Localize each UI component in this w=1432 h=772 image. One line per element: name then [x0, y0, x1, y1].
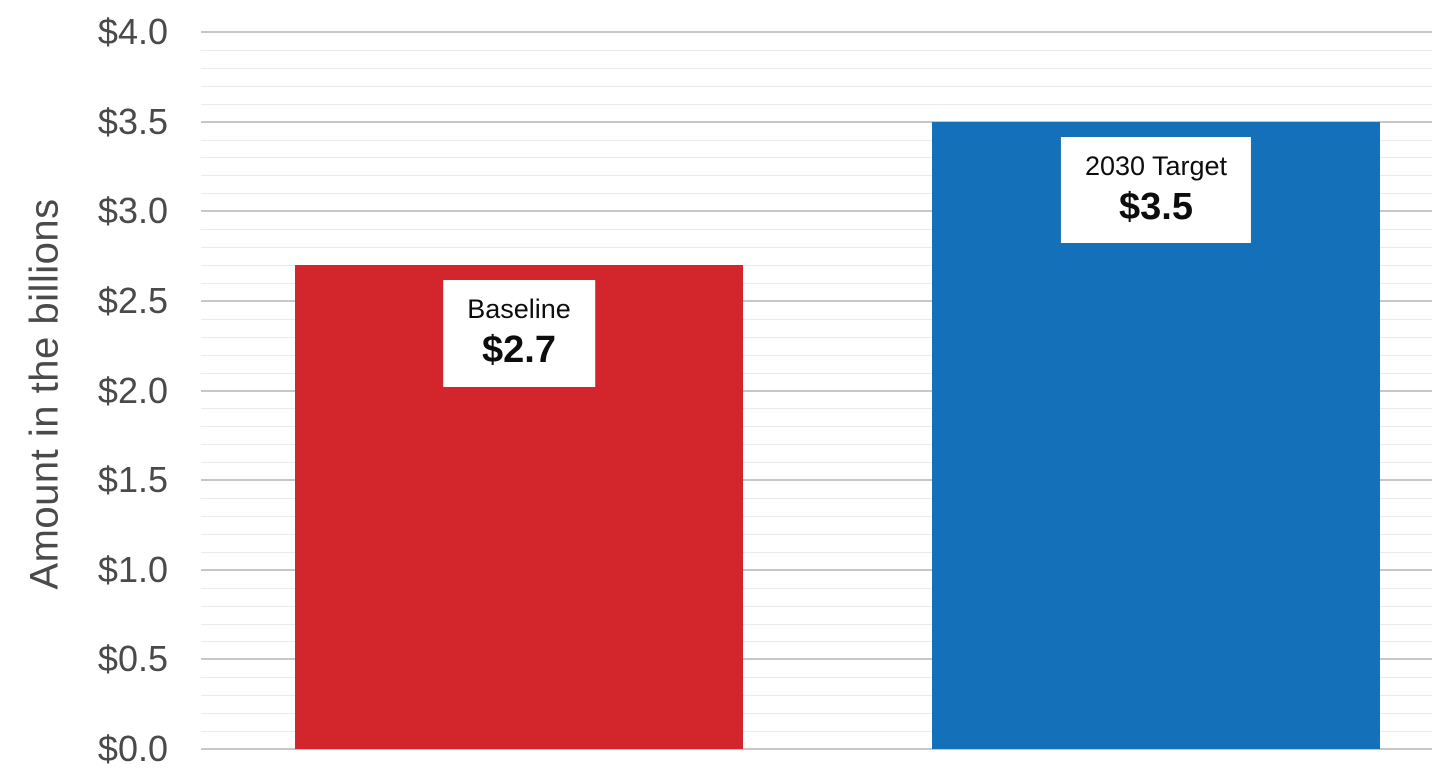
minor-gridline	[201, 408, 1432, 410]
bar-value-label: $3.5	[1119, 185, 1193, 228]
minor-gridline	[201, 605, 1432, 607]
minor-gridline	[201, 336, 1432, 338]
minor-gridline	[201, 103, 1432, 105]
minor-gridline	[201, 426, 1432, 428]
y-tick-label: $2.5	[97, 279, 168, 321]
bar-label-box-2030-target: 2030 Target $3.5	[1060, 136, 1252, 244]
minor-gridline	[201, 49, 1432, 51]
minor-gridline	[201, 515, 1432, 517]
bar-baseline: Baseline $2.7	[295, 265, 743, 749]
y-tick-label: $3.0	[97, 190, 168, 232]
major-gridline	[201, 389, 1432, 392]
bar-category-label: Baseline	[467, 294, 571, 325]
minor-gridline	[201, 354, 1432, 356]
minor-gridline	[201, 623, 1432, 625]
major-gridline	[201, 748, 1432, 750]
minor-gridline	[201, 695, 1432, 697]
minor-gridline	[201, 731, 1432, 733]
major-gridline	[201, 210, 1432, 213]
y-tick-label: $0.5	[97, 638, 168, 680]
y-tick-label: $0.0	[97, 728, 168, 769]
bar-label-box-baseline: Baseline $2.7	[443, 280, 595, 387]
minor-gridline	[201, 677, 1432, 679]
minor-gridline	[201, 175, 1432, 177]
major-gridline	[201, 120, 1432, 123]
minor-gridline	[201, 85, 1432, 87]
minor-gridline	[201, 318, 1432, 320]
minor-gridline	[201, 372, 1432, 374]
major-gridline	[201, 479, 1432, 482]
minor-gridline	[201, 229, 1432, 231]
minor-gridline	[201, 193, 1432, 195]
minor-gridline	[201, 462, 1432, 464]
minor-gridline	[201, 157, 1432, 159]
minor-gridline	[201, 533, 1432, 535]
y-tick-label: $2.0	[97, 369, 168, 411]
bar-2030-target: 2030 Target $3.5	[932, 121, 1380, 749]
major-gridline	[201, 658, 1432, 661]
y-tick-label: $4.0	[97, 11, 168, 52]
minor-gridline	[201, 498, 1432, 500]
major-gridline	[201, 568, 1432, 571]
y-tick-label: $3.5	[97, 100, 168, 142]
minor-gridline	[201, 551, 1432, 553]
minor-gridline	[201, 587, 1432, 589]
minor-gridline	[201, 265, 1432, 267]
minor-gridline	[201, 444, 1432, 446]
y-tick-label: $1.0	[97, 548, 168, 590]
minor-gridline	[201, 139, 1432, 141]
minor-gridline	[201, 67, 1432, 69]
bar-category-label: 2030 Target	[1084, 150, 1228, 181]
minor-gridline	[201, 641, 1432, 643]
major-gridline	[201, 299, 1432, 302]
minor-gridline	[201, 713, 1432, 715]
minor-gridline	[201, 282, 1432, 284]
major-gridline	[201, 31, 1432, 33]
bar-value-label: $2.7	[482, 329, 556, 372]
y-tick-label: $1.5	[97, 459, 168, 501]
minor-gridline	[201, 247, 1432, 249]
